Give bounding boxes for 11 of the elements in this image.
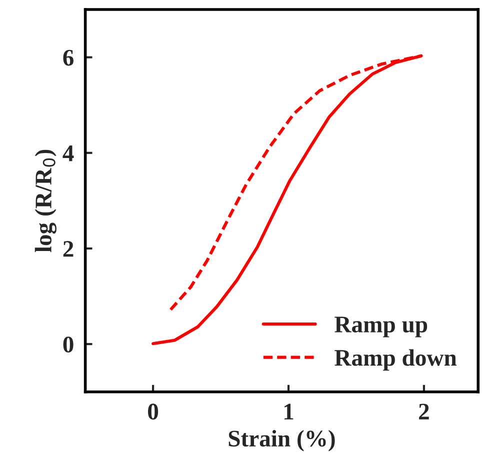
x-axis-title: Strain (%) [228,430,335,452]
x-tick-label: 2 [419,404,429,420]
legend-label: Ramp up [334,316,428,338]
y-tick-label: 6 [63,50,74,66]
y-tick-label: 4 [62,146,74,162]
legend-label: Ramp down [334,349,457,371]
x-tick-label: 1 [284,404,294,420]
y-tick-label: 0 [63,336,74,353]
y-tick-label: 2 [63,241,74,257]
x-tick-label: 0 [148,404,158,420]
y-axis-title: log (R/R$_{0}$) [34,150,56,252]
